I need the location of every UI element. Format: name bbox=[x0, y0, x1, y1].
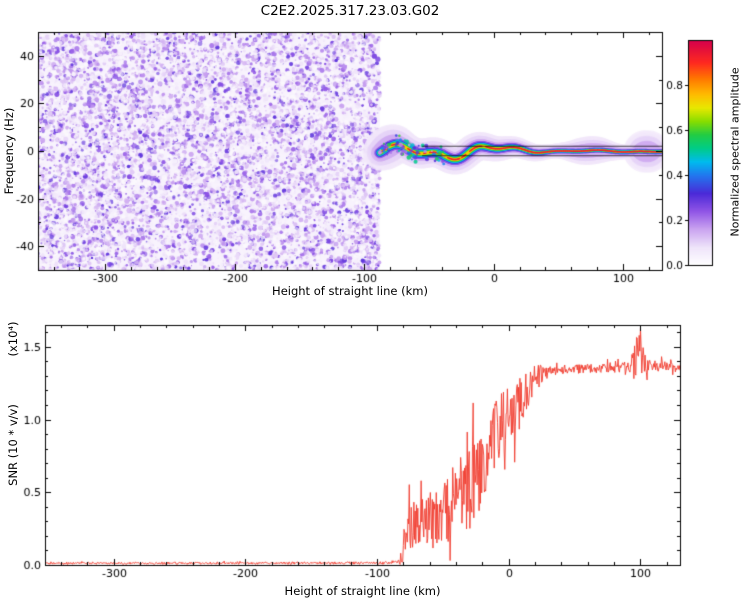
bottom-yaxis-scale-label: (x10⁴) bbox=[6, 321, 20, 357]
colorbar-label: Normalized spectral amplitude bbox=[728, 67, 742, 237]
top-yaxis-label: Frequency (Hz) bbox=[2, 107, 16, 195]
top-xaxis-label: Height of straight line (km) bbox=[272, 284, 428, 298]
bottom-xaxis-label: Height of straight line (km) bbox=[284, 584, 441, 598]
figure-title: C2E2.2025.317.23.03.G02 bbox=[260, 3, 440, 19]
bottom-yaxis-label: SNR (10 * v/v) bbox=[6, 404, 20, 486]
